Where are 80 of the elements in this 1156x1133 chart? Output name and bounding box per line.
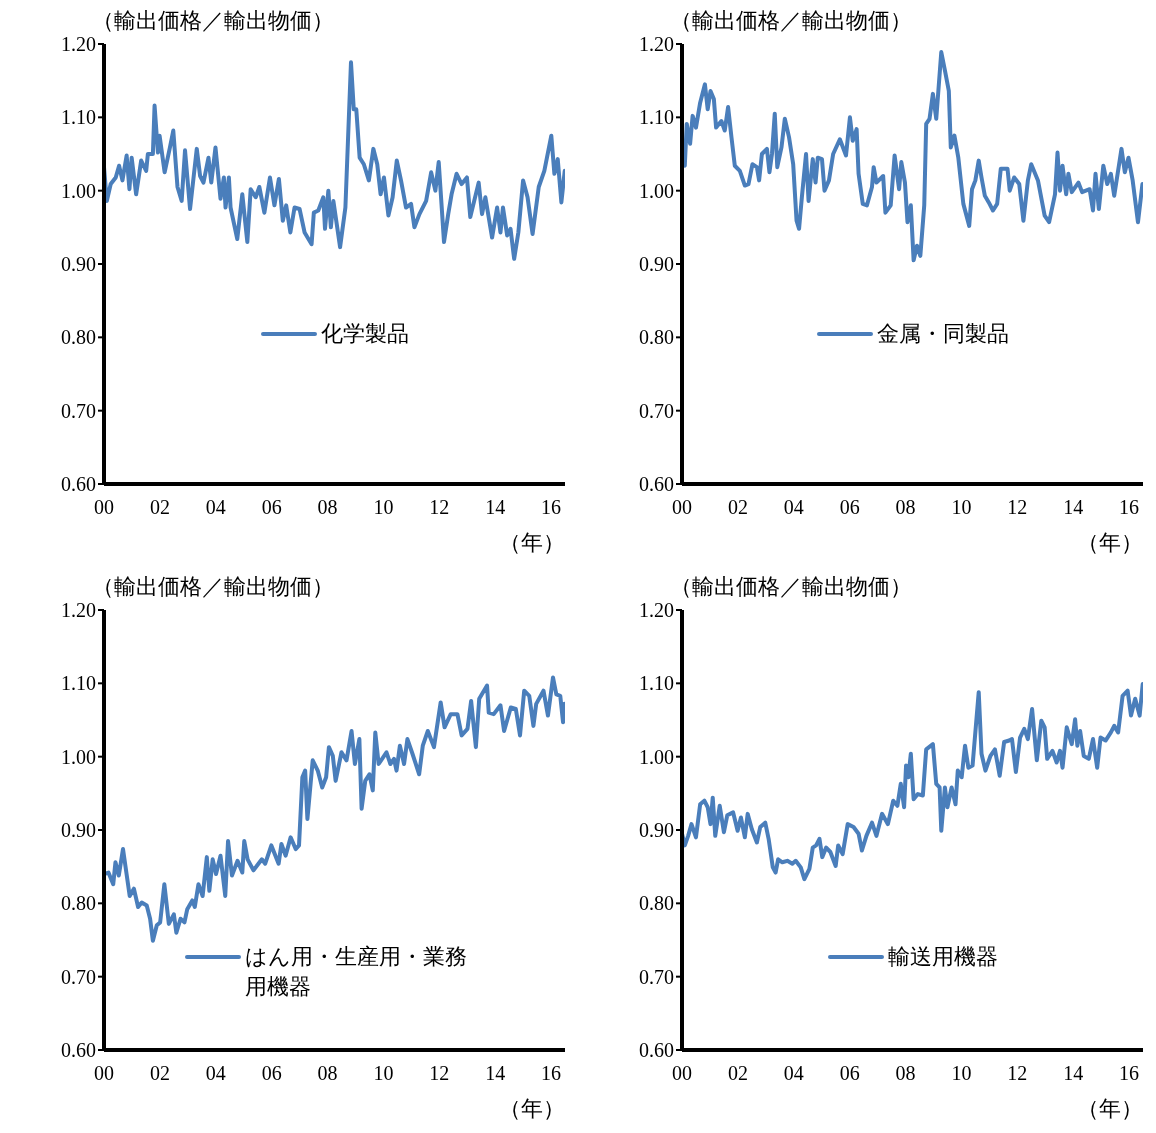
x-tick-label: 08: [317, 496, 338, 519]
x-axis-title: （年）: [499, 529, 565, 557]
line-series: [682, 682, 1143, 882]
y-tick-label: 0.80: [61, 326, 96, 349]
x-tick-label: 14: [1063, 496, 1084, 519]
y-tick-label: 1.10: [61, 672, 96, 695]
x-tick-label: 00: [94, 1062, 114, 1085]
y-tick-label: 0.80: [61, 892, 96, 915]
x-tick-label: 12: [1007, 1062, 1028, 1085]
x-tick-label: 14: [1063, 1062, 1084, 1085]
y-tick-label: 0.80: [639, 326, 674, 349]
x-tick-label: 04: [205, 1062, 226, 1085]
x-tick-label: 06: [839, 1062, 860, 1085]
x-tick-label: 10: [951, 1062, 972, 1085]
legend-label: 輸送用機器: [887, 943, 998, 971]
x-tick-label: 04: [205, 496, 226, 519]
y-tick-label: 1.20: [61, 33, 96, 56]
x-tick-label: 14: [485, 496, 506, 519]
line-series: [104, 675, 565, 943]
x-tick-label: 10: [373, 496, 394, 519]
x-tick-label: 08: [895, 1062, 916, 1085]
y-tick-label: 0.70: [61, 399, 96, 422]
y-tick-label: 1.10: [639, 672, 674, 695]
y-tick-label: 0.90: [61, 819, 96, 842]
x-tick-label: 16: [541, 1062, 562, 1085]
x-tick-label: 00: [94, 496, 114, 519]
x-tick-label: 02: [149, 1062, 170, 1085]
y-tick-label: 0.70: [639, 965, 674, 988]
y-tick-label: 0.60: [61, 1039, 96, 1062]
y-axis-title: （輸出価格／輸出物価）: [670, 574, 912, 599]
y-tick-label: 1.00: [639, 179, 674, 202]
legend-label: 金属・同製品: [876, 319, 1009, 348]
legend-label: 化学製品: [320, 319, 409, 348]
x-tick-label: 10: [373, 1062, 394, 1085]
y-tick-label: 1.10: [61, 106, 96, 129]
x-tick-label: 12: [429, 496, 450, 519]
x-tick-label: 02: [149, 496, 170, 519]
x-tick-label: 04: [783, 496, 804, 519]
y-tick-label: 1.20: [639, 33, 674, 56]
y-tick-label: 0.70: [639, 399, 674, 422]
x-tick-label: 08: [317, 1062, 338, 1085]
x-tick-label: 02: [727, 496, 748, 519]
x-tick-label: 02: [727, 1062, 748, 1085]
y-axis-title: （輸出価格／輸出物価）: [92, 8, 334, 33]
x-axis-title: （年）: [1077, 529, 1143, 557]
x-tick-label: 14: [485, 1062, 506, 1085]
line-series: [104, 60, 565, 261]
x-tick-label: 06: [261, 1062, 282, 1085]
x-tick-label: 16: [1119, 1062, 1140, 1085]
x-tick-label: 04: [783, 1062, 804, 1085]
x-tick-label: 10: [951, 496, 972, 519]
x-tick-label: 06: [839, 496, 860, 519]
y-tick-label: 0.70: [61, 965, 96, 988]
x-tick-label: 16: [1119, 496, 1140, 519]
y-tick-label: 0.80: [639, 892, 674, 915]
line-series: [682, 50, 1143, 263]
x-tick-label: 00: [672, 496, 692, 519]
y-tick-label: 1.20: [639, 599, 674, 622]
x-axis-title: （年）: [1077, 1095, 1143, 1123]
legend-label: はん用・生産用・業務用機器: [244, 943, 468, 1001]
x-tick-label: 06: [261, 496, 282, 519]
x-tick-label: 00: [672, 1062, 692, 1085]
y-tick-label: 1.00: [61, 179, 96, 202]
x-axis-title: （年）: [499, 1095, 565, 1123]
y-tick-label: 0.90: [639, 253, 674, 276]
y-tick-label: 0.90: [639, 819, 674, 842]
y-tick-label: 0.60: [61, 473, 96, 496]
y-axis-title: （輸出価格／輸出物価）: [92, 574, 334, 599]
x-tick-label: 12: [429, 1062, 450, 1085]
x-tick-label: 12: [1007, 496, 1028, 519]
y-tick-label: 0.60: [639, 1039, 674, 1062]
y-axis-title: （輸出価格／輸出物価）: [670, 8, 912, 33]
y-tick-label: 1.10: [639, 106, 674, 129]
x-tick-label: 16: [541, 496, 562, 519]
y-tick-label: 1.00: [61, 745, 96, 768]
y-tick-label: 1.00: [639, 745, 674, 768]
y-tick-label: 0.90: [61, 253, 96, 276]
y-tick-label: 0.60: [639, 473, 674, 496]
y-tick-label: 1.20: [61, 599, 96, 622]
x-tick-label: 08: [895, 496, 916, 519]
